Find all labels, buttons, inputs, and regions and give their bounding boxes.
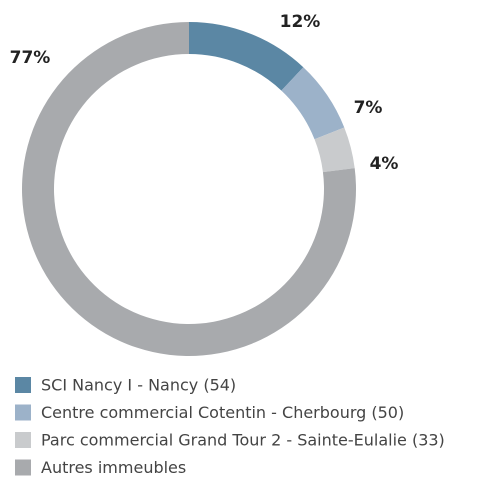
legend-label: Centre commercial Cotentin - Cherbourg (… [41, 403, 404, 422]
donut-slice [281, 67, 345, 140]
legend-label: Parc commercial Grand Tour 2 - Sainte-Eu… [41, 431, 445, 450]
legend-label: SCI Nancy I - Nancy (54) [41, 376, 236, 395]
slice-label: 12% [280, 12, 321, 32]
legend-label: Autres immeubles [41, 458, 186, 477]
legend-swatch [15, 459, 31, 476]
donut-slice [314, 127, 355, 173]
slice-label: 7% [354, 98, 383, 118]
legend-swatch [15, 377, 31, 393]
legend-swatch [15, 432, 31, 448]
legend-swatch [15, 404, 31, 421]
donut-slice [189, 22, 304, 91]
slice-label: 77% [10, 48, 51, 68]
slice-label: 4% [370, 154, 399, 174]
